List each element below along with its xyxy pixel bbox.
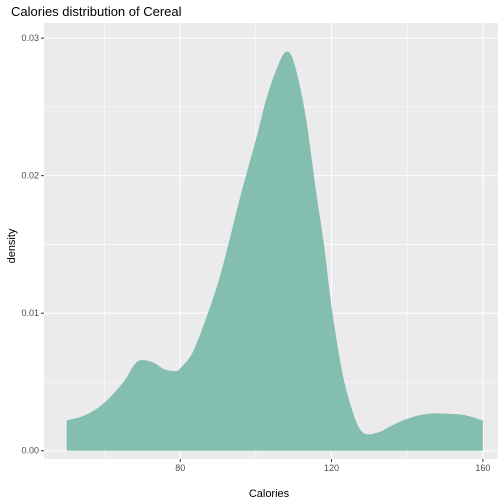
y-tick-label: 0.00 (21, 446, 39, 456)
x-tick-label: 160 (475, 463, 490, 473)
x-tick-label: 80 (175, 463, 185, 473)
y-tick-label: 0.02 (21, 171, 39, 181)
x-tick-label: 120 (324, 463, 339, 473)
y-tick-label: 0.03 (21, 33, 39, 43)
y-axis-label: density (6, 228, 18, 263)
chart-title: Calories distribution of Cereal (11, 4, 182, 19)
y-tick-label: 0.01 (21, 308, 39, 318)
x-axis-label: Calories (249, 488, 290, 500)
